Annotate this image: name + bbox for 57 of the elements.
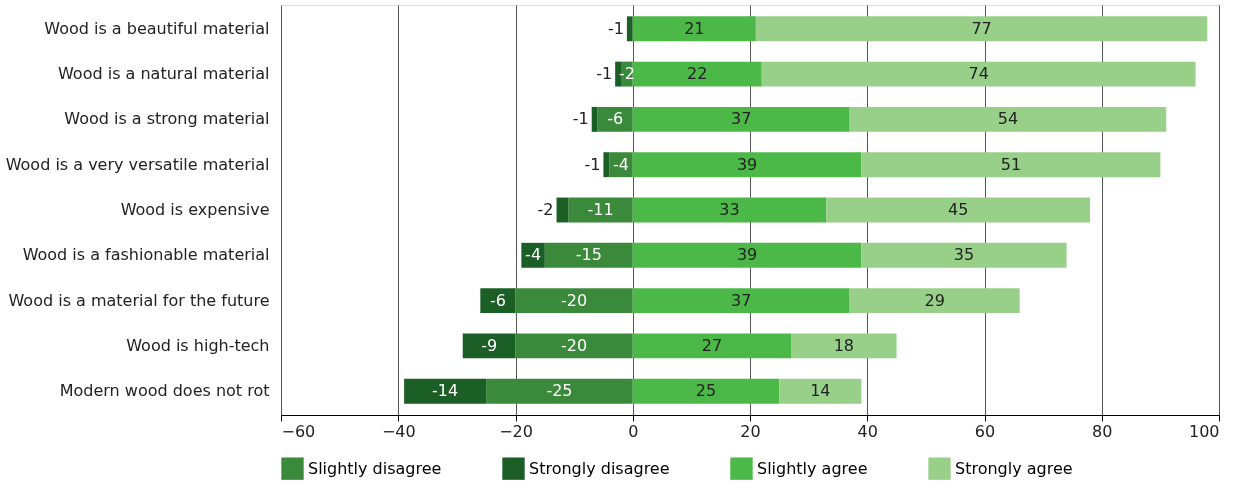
- data-label: -4: [613, 154, 629, 174]
- x-tick-label: 80: [1092, 421, 1113, 441]
- data-label: -2: [618, 64, 635, 84]
- legend-label: Strongly agree: [955, 458, 1073, 478]
- data-label: 25: [695, 381, 717, 401]
- data-label: -20: [561, 335, 588, 355]
- data-label: 39: [736, 245, 758, 265]
- data-label: -1: [596, 64, 613, 84]
- x-tick-label: −60: [281, 421, 316, 441]
- data-label: 29: [924, 290, 945, 310]
- data-label: 21: [684, 18, 705, 38]
- data-label: -6: [607, 109, 624, 129]
- data-label: -2: [537, 200, 554, 219]
- data-label: -14: [432, 381, 459, 401]
- y-tick-label: Wood is a fashionable material: [22, 245, 270, 265]
- x-tick-label: 40: [857, 421, 878, 441]
- data-label: -25: [546, 381, 573, 401]
- x-tick-label: −20: [499, 421, 533, 441]
- legend-label: Strongly disagree: [529, 458, 670, 478]
- data-label: 22: [687, 64, 708, 84]
- data-label: 77: [971, 18, 992, 38]
- data-label: 14: [810, 381, 831, 401]
- data-label: -4: [525, 245, 542, 265]
- y-tick-label: Modern wood does not rot: [59, 381, 270, 401]
- legend-label: Slightly agree: [757, 458, 868, 478]
- data-label: -20: [561, 290, 588, 310]
- data-label: 37: [731, 290, 752, 310]
- data-label: 51: [1000, 154, 1022, 174]
- y-tick-label: Wood is a natural material: [57, 64, 270, 84]
- y-tick-label: Wood is expensive: [120, 200, 270, 219]
- x-tick-label: 20: [740, 421, 761, 441]
- x-tick-label: 0: [628, 421, 639, 441]
- y-tick-label: Wood is high-tech: [126, 335, 270, 355]
- data-label: 54: [997, 109, 1019, 129]
- data-label: 27: [701, 335, 723, 355]
- data-label: 35: [953, 245, 975, 265]
- data-label: 45: [947, 200, 969, 219]
- data-label: 39: [736, 154, 758, 174]
- data-label: -11: [587, 200, 614, 219]
- data-label: -9: [481, 335, 498, 355]
- data-label: 18: [833, 335, 854, 355]
- data-label: 33: [719, 200, 740, 219]
- x-tick-label: 100: [1188, 421, 1220, 441]
- y-tick-label: Wood is a beautiful material: [44, 18, 270, 38]
- y-tick-label: Wood is a very versatile material: [5, 154, 270, 174]
- data-label: 37: [731, 109, 752, 129]
- data-label: -15: [575, 245, 602, 265]
- data-label: -1: [607, 18, 624, 38]
- data-label: 74: [968, 64, 989, 84]
- data-label: -6: [489, 290, 506, 310]
- y-tick-label: Wood is a material for the future: [8, 290, 270, 310]
- x-tick-label: −40: [381, 421, 416, 441]
- x-tick-label: 60: [974, 421, 996, 441]
- data-label: -1: [584, 154, 601, 174]
- legend-label: Slightly disagree: [308, 458, 442, 478]
- y-tick-label: Wood is a strong material: [64, 109, 270, 129]
- data-label: -1: [572, 109, 589, 129]
